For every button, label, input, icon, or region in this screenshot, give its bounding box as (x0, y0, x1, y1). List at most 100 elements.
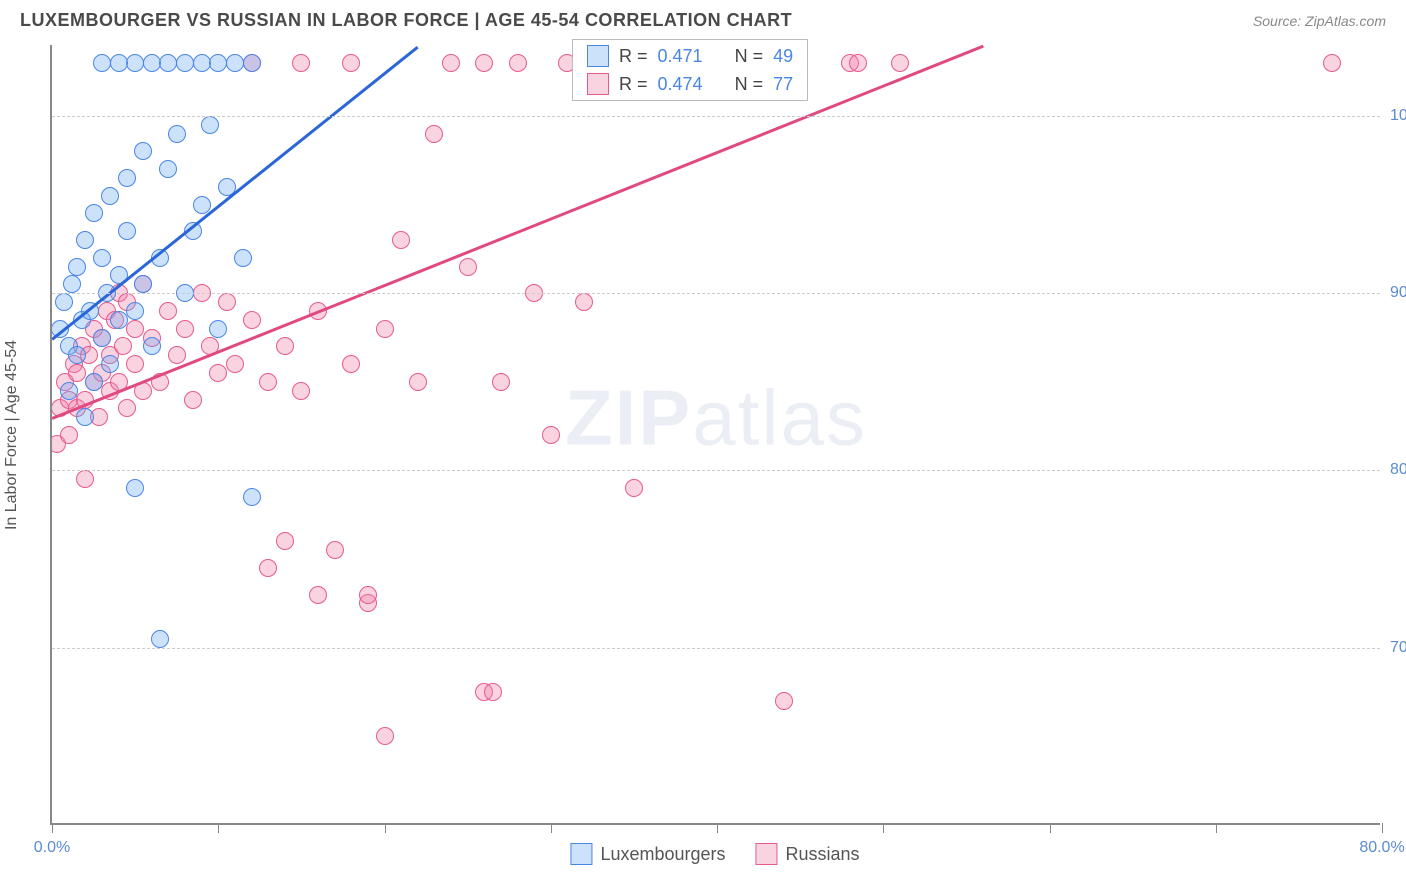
scatter-point (93, 54, 111, 72)
legend-r-label: R = (619, 74, 648, 95)
y-axis-title: In Labor Force | Age 45-54 (3, 340, 21, 530)
x-tick (1050, 823, 1051, 833)
x-tick (52, 823, 53, 833)
correlation-scatter-chart: In Labor Force | Age 45-54 ZIPatlas R =0… (50, 45, 1380, 825)
gridline-h (52, 116, 1380, 117)
x-tick-label: 0.0% (34, 839, 70, 857)
scatter-point (110, 311, 128, 329)
scatter-point (63, 275, 81, 293)
scatter-point (60, 382, 78, 400)
scatter-point (209, 364, 227, 382)
scatter-point (118, 169, 136, 187)
scatter-point (85, 204, 103, 222)
scatter-point (85, 373, 103, 391)
bottom-legend-item-rus: Russians (756, 843, 860, 865)
scatter-point (259, 559, 277, 577)
gridline-h (52, 470, 1380, 471)
scatter-point (118, 399, 136, 417)
scatter-point (93, 249, 111, 267)
scatter-point (849, 54, 867, 72)
scatter-point (276, 337, 294, 355)
scatter-point (342, 355, 360, 373)
scatter-point (209, 320, 227, 338)
scatter-point (226, 54, 244, 72)
legend-swatch (570, 843, 592, 865)
x-tick (1216, 823, 1217, 833)
legend-n-value: 49 (773, 46, 793, 67)
legend-row-lux: R =0.471N =49 (573, 42, 807, 70)
scatter-point (234, 249, 252, 267)
scatter-point (68, 364, 86, 382)
bottom-legend-item-lux: Luxembourgers (570, 843, 725, 865)
scatter-point (101, 187, 119, 205)
scatter-point (276, 532, 294, 550)
scatter-point (409, 373, 427, 391)
legend-row-rus: R = 0.474 N = 77 (573, 70, 807, 98)
legend-r-value: 0.474 (658, 74, 703, 95)
scatter-point (575, 293, 593, 311)
scatter-point (68, 346, 86, 364)
scatter-point (542, 426, 560, 444)
x-tick (1382, 823, 1383, 833)
scatter-point (243, 311, 261, 329)
scatter-point (218, 293, 236, 311)
scatter-point (76, 408, 94, 426)
series-legend: Luxembourgers Russians (570, 843, 859, 865)
x-tick (717, 823, 718, 833)
legend-series-label: Russians (786, 844, 860, 865)
scatter-point (60, 426, 78, 444)
scatter-point (509, 54, 527, 72)
scatter-point (209, 54, 227, 72)
scatter-point (1323, 54, 1341, 72)
scatter-point (243, 54, 261, 72)
scatter-point (376, 320, 394, 338)
scatter-point (159, 54, 177, 72)
scatter-point (359, 586, 377, 604)
scatter-point (93, 329, 111, 347)
legend-swatch (756, 843, 778, 865)
x-tick (551, 823, 552, 833)
scatter-point (143, 54, 161, 72)
scatter-point (114, 337, 132, 355)
scatter-point (151, 630, 169, 648)
legend-swatch (587, 73, 609, 95)
scatter-point (243, 488, 261, 506)
scatter-point (484, 683, 502, 701)
scatter-point (68, 258, 86, 276)
scatter-point (376, 727, 394, 745)
scatter-point (126, 479, 144, 497)
scatter-point (101, 355, 119, 373)
scatter-point (425, 125, 443, 143)
scatter-point (309, 586, 327, 604)
scatter-point (176, 320, 194, 338)
scatter-point (193, 54, 211, 72)
x-tick-label: 80.0% (1359, 839, 1404, 857)
scatter-point (134, 275, 152, 293)
scatter-point (159, 160, 177, 178)
x-tick (883, 823, 884, 833)
scatter-point (459, 258, 477, 276)
scatter-point (475, 54, 493, 72)
legend-n-label: N = (735, 74, 764, 95)
scatter-point (201, 116, 219, 134)
scatter-point (143, 337, 161, 355)
scatter-point (342, 54, 360, 72)
scatter-point (193, 196, 211, 214)
scatter-point (118, 222, 136, 240)
legend-n-value: 77 (773, 74, 793, 95)
scatter-point (159, 302, 177, 320)
chart-title: LUXEMBOURGER VS RUSSIAN IN LABOR FORCE |… (20, 10, 792, 31)
scatter-points-layer (52, 45, 1380, 823)
scatter-point (259, 373, 277, 391)
gridline-h (52, 648, 1380, 649)
scatter-point (775, 692, 793, 710)
scatter-point (126, 302, 144, 320)
source-label: Source: ZipAtlas.com (1253, 13, 1386, 29)
legend-r-value: 0.471 (658, 46, 703, 67)
gridline-h (52, 293, 1380, 294)
y-tick-label: 90.0% (1390, 284, 1406, 302)
scatter-point (76, 470, 94, 488)
scatter-point (176, 54, 194, 72)
legend-n-label: N = (735, 46, 764, 67)
scatter-point (184, 391, 202, 409)
